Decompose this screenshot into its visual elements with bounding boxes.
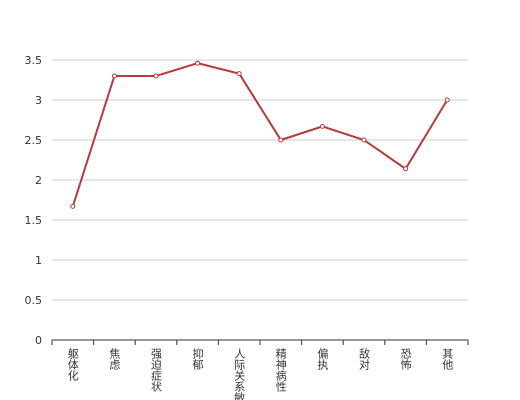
x-tick-label: 其他 [441,348,454,370]
x-tick-label: 焦虑 [108,348,121,370]
x-tick-label: 强迫症状 [150,348,163,392]
point [278,137,284,143]
y-tick-label: 0.5 [25,294,43,307]
point [403,166,409,172]
x-tick-label: 偏执 [316,347,329,371]
y-tick-label: 2.5 [25,134,43,147]
point [111,73,117,79]
line [71,62,449,207]
y-tick-label: 3.5 [25,54,43,67]
point [70,203,76,209]
point [153,73,159,79]
y-tick-label: 1.5 [25,214,43,227]
y-tick-label: 0 [35,334,42,347]
x-tick-label: 躯体化 [66,348,79,382]
x-tick-label: 精神病性 [274,348,287,393]
y-tick-label: 2 [35,174,42,187]
x-tick-label: 抑郁 [191,347,204,370]
point [236,71,242,77]
point [361,137,367,143]
y-tick-label: 3 [35,94,42,107]
point [444,97,450,103]
y-tick-label: 1 [35,254,42,267]
point [319,123,325,129]
x-tick-label: 恐怖 [399,348,412,370]
x-tick-label: 人际关系敏感 [233,348,246,400]
x-tick-label: 敌对 [358,347,371,370]
point [195,60,201,66]
